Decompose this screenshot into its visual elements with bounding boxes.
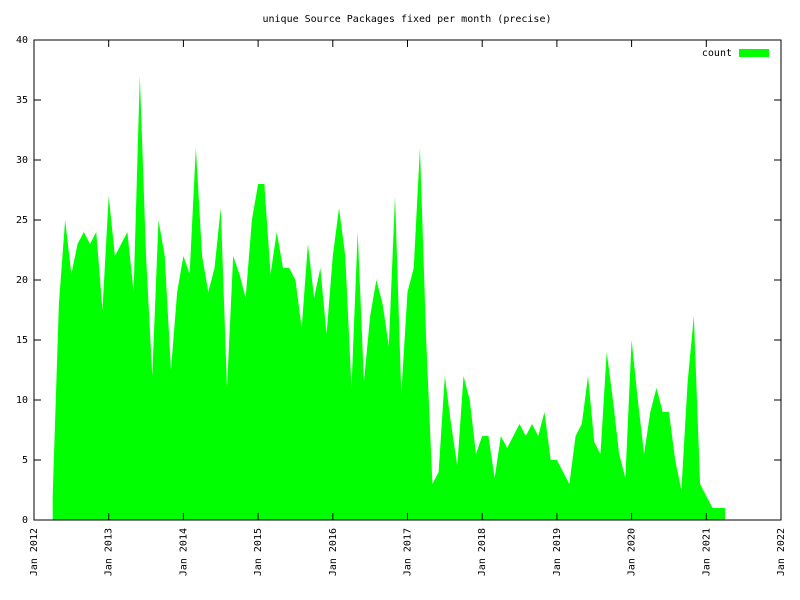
y-tick-label: 25 xyxy=(16,215,28,226)
y-tick-label: 10 xyxy=(16,395,28,406)
x-tick-label: Jan 2018 xyxy=(477,528,488,576)
y-tick-label: 35 xyxy=(16,95,28,106)
x-tick-label: Jan 2022 xyxy=(776,528,787,576)
chart-title: unique Source Packages fixed per month (… xyxy=(263,14,552,25)
y-tick-label: 5 xyxy=(22,455,28,466)
y-tick-label: 0 xyxy=(22,515,28,526)
y-tick-label: 15 xyxy=(16,335,28,346)
x-tick-label: Jan 2020 xyxy=(627,528,638,576)
x-tick-label: Jan 2016 xyxy=(328,528,339,576)
legend-swatch xyxy=(739,49,769,57)
x-tick-label: Jan 2014 xyxy=(178,528,189,576)
area xyxy=(52,76,725,520)
x-tick-label: Jan 2012 xyxy=(29,528,40,576)
legend-label: count xyxy=(702,48,732,59)
x-tick-label: Jan 2013 xyxy=(104,528,115,576)
x-tick-label: Jan 2015 xyxy=(253,528,264,576)
x-tick-label: Jan 2021 xyxy=(701,528,712,576)
y-tick-label: 20 xyxy=(16,275,28,286)
x-tick-label: Jan 2017 xyxy=(403,528,414,576)
y-tick-label: 40 xyxy=(16,35,28,46)
x-tick-label: Jan 2019 xyxy=(552,528,563,576)
y-tick-label: 30 xyxy=(16,155,28,166)
